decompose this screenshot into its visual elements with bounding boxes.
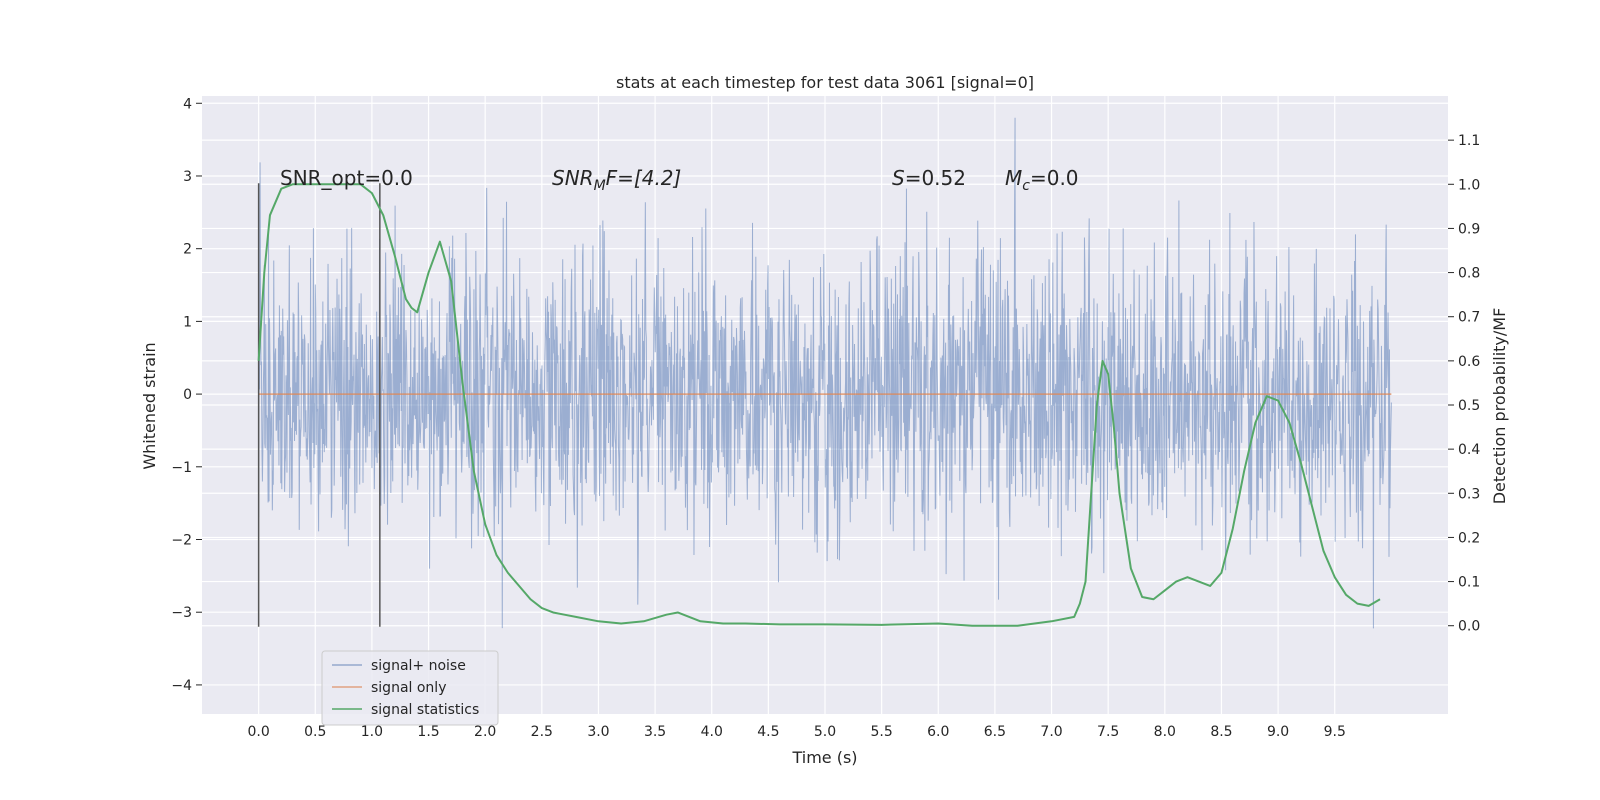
annotation-s-var: S	[892, 166, 905, 190]
annotation-mc-sub: c	[1022, 178, 1030, 194]
axis-ticks: 0.0 0.5 1.0 1.5 2.0 2.5 3.0 3.5 4.0 4.5 5.0 5.5 6.0 6…	[171, 96, 1480, 740]
x-tick-label: 7.5	[1097, 724, 1119, 740]
y-tick-label: 4	[183, 96, 192, 112]
y-tick-label: −3	[171, 605, 192, 621]
y-axis-label: Whitened strain	[140, 342, 159, 469]
y-tick-label: 2	[183, 242, 192, 258]
x-tick-label: 8.5	[1210, 724, 1232, 740]
x-tick-label: 5.5	[871, 724, 893, 740]
y-right-tick-label: 0.0	[1458, 619, 1480, 635]
y-tick-label: 3	[183, 169, 192, 185]
annotation-snr-mf-sub: M	[594, 178, 606, 194]
x-tick-label: 2.0	[474, 724, 496, 740]
y-axis-right-label: Detection probability/MF	[1490, 308, 1509, 505]
y-right-tick-label: 1.0	[1458, 177, 1480, 193]
legend-label-noise: signal+ noise	[371, 658, 466, 674]
y-tick-label: 1	[183, 314, 192, 330]
y-right-tick-label: 0.7	[1458, 310, 1480, 326]
y-right-tick-label: 0.6	[1458, 354, 1480, 370]
x-tick-label: 3.0	[587, 724, 609, 740]
annotation-s: S=0.52	[892, 166, 966, 190]
annotation-snr-mf-rest: F=[4.2]	[606, 166, 682, 190]
x-tick-label: 1.0	[361, 724, 383, 740]
annotation-mc-var: M	[1005, 166, 1022, 190]
y-tick-label: 0	[183, 387, 192, 403]
x-tick-label: 0.5	[304, 724, 326, 740]
x-tick-label: 9.0	[1267, 724, 1289, 740]
series-signal-statistics	[257, 183, 1381, 627]
y-right-tick-label: 0.9	[1458, 221, 1480, 237]
series-signal-noise	[258, 117, 1392, 629]
x-tick-label: 9.5	[1324, 724, 1346, 740]
annotation-snr-mf: SNRMF=[4.2]	[552, 166, 681, 194]
marker-lines	[257, 183, 381, 627]
x-tick-label: 0.0	[248, 724, 270, 740]
x-axis-label: Time (s)	[791, 748, 857, 767]
x-tick-label: 2.5	[531, 724, 553, 740]
annotation-s-val: =0.52	[905, 166, 966, 190]
y-tick-label: −1	[171, 460, 192, 476]
y-right-tick-label: 0.2	[1458, 530, 1480, 546]
legend: signal+ noise signal only signal statist…	[321, 650, 499, 726]
x-tick-label: 5.0	[814, 724, 836, 740]
noise-trace	[258, 117, 1392, 629]
legend-label-stats: signal statistics	[371, 702, 479, 718]
annotation-mc-val: =0.0	[1030, 166, 1079, 190]
y-tick-label: −4	[171, 678, 192, 694]
x-tick-label: 6.0	[927, 724, 949, 740]
x-tick-label: 1.5	[417, 724, 439, 740]
y-tick-label: −2	[171, 533, 192, 549]
y-right-tick-label: 0.1	[1458, 575, 1480, 591]
annotation-snr-opt: SNR_opt=0.0	[280, 166, 413, 190]
x-tick-label: 8.0	[1154, 724, 1176, 740]
y-right-tick-label: 0.8	[1458, 266, 1480, 282]
y-right-tick-label: 0.4	[1458, 442, 1480, 458]
x-tick-label: 4.0	[701, 724, 723, 740]
legend-label-signal: signal only	[371, 680, 446, 696]
legend-box	[321, 650, 499, 726]
chart-title: stats at each timestep for test data 306…	[616, 73, 1034, 92]
annotation-mc: Mc=0.0	[1005, 166, 1079, 194]
y-right-tick-label: 0.5	[1458, 398, 1480, 414]
y-right-tick-label: 1.1	[1458, 133, 1480, 149]
x-tick-label: 7.0	[1040, 724, 1062, 740]
x-tick-label: 3.5	[644, 724, 666, 740]
y-right-tick-label: 0.3	[1458, 486, 1480, 502]
signal-statistics-line	[257, 183, 1381, 627]
x-tick-label: 4.5	[757, 724, 779, 740]
x-tick-label: 6.5	[984, 724, 1006, 740]
annotation-snr-mf-main: SNR	[552, 166, 594, 190]
